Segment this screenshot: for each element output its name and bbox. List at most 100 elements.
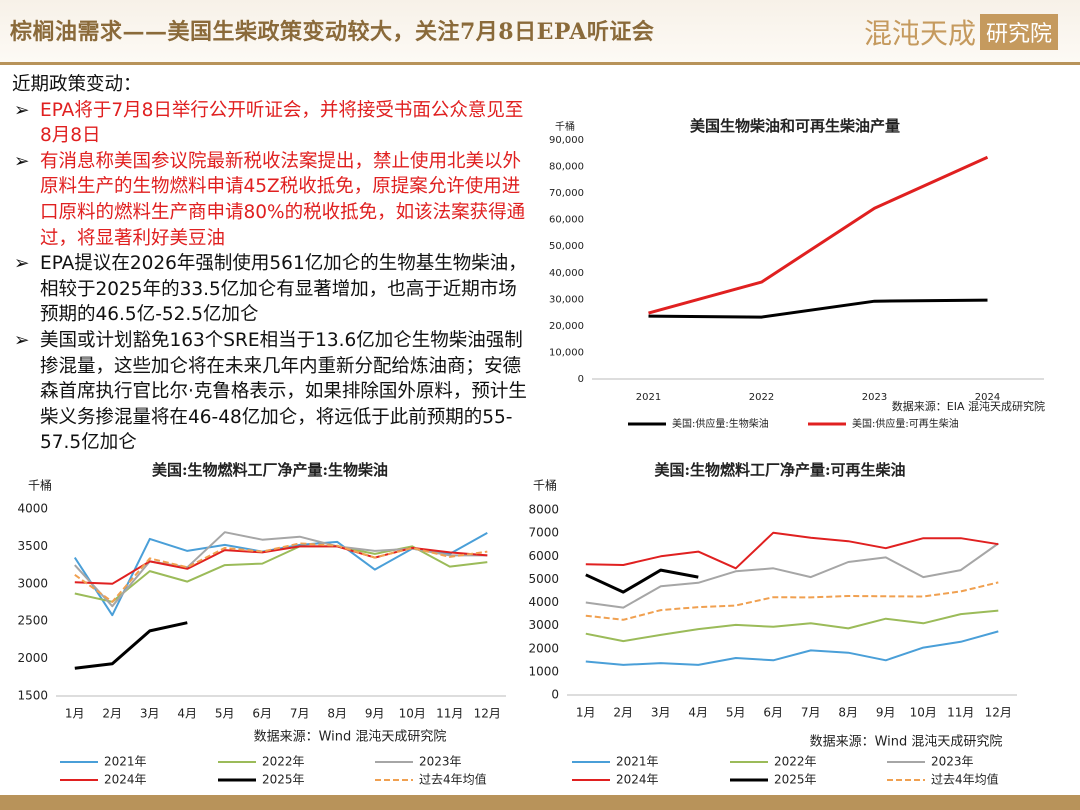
legend-label: 美国:供应量:生物柴油 <box>672 417 769 430</box>
x-tick-label: 2024 <box>975 392 1000 403</box>
y-tick-label: 5000 <box>528 572 559 586</box>
bullet: 美国或计划豁免163个SRE相当于13.6亿加仑生物柴油强制掺混量，这些加仑将在… <box>12 328 532 456</box>
bullet: EPA提议在2026年强制使用561亿加仑的生物基生物柴油，相较于2025年的3… <box>12 251 532 328</box>
legend-label: 2022年 <box>262 755 305 769</box>
series-line <box>585 581 999 621</box>
y-axis-label: 千桶 <box>555 120 575 133</box>
series-line <box>74 542 488 603</box>
x-tick-label: 9月 <box>876 706 896 720</box>
y-tick-label: 2000 <box>17 651 48 665</box>
y-tick-label: 2500 <box>17 614 48 628</box>
x-tick-label: 4月 <box>688 706 708 720</box>
legend-label: 过去4年均值 <box>931 772 999 787</box>
x-tick-label: 1月 <box>576 706 596 720</box>
x-tick-label: 3月 <box>140 707 160 721</box>
source-note: 数据来源：EIA 混沌天成研究院 <box>892 399 1045 413</box>
y-tick-label: 2000 <box>528 641 559 655</box>
chart-title: 美国生物柴油和可再生柴油产量 <box>690 117 900 135</box>
x-tick-label: 10月 <box>910 706 937 720</box>
logo-box: 研究院 <box>979 14 1058 50</box>
y-tick-label: 3000 <box>528 618 559 632</box>
x-tick-label: 5月 <box>215 707 235 721</box>
x-tick-label: 8月 <box>327 707 347 721</box>
logo-text: 混沌天成 <box>863 17 976 50</box>
x-tick-label: 2月 <box>613 706 633 720</box>
x-tick-label: 10月 <box>399 707 426 721</box>
x-tick-label: 2021 <box>636 392 661 403</box>
y-tick-label: 7000 <box>528 526 559 540</box>
y-axis-label: 千桶 <box>28 478 52 493</box>
x-tick-label: 2023 <box>862 392 887 403</box>
chart-title: 美国:生物燃料工厂净产量:可再生柴油 <box>654 461 905 479</box>
series-line <box>585 531 999 570</box>
legend-label: 2024年 <box>104 773 147 787</box>
x-tick-label: 6月 <box>252 707 272 721</box>
y-tick-label: 20,000 <box>549 321 584 332</box>
y-tick-label: 30,000 <box>549 294 584 305</box>
legend-label: 2023年 <box>419 755 462 769</box>
legend-label: 过去4年均值 <box>419 772 487 787</box>
x-tick-label: 12月 <box>474 707 501 721</box>
x-tick-label: 7月 <box>290 707 310 721</box>
series-line <box>74 621 188 670</box>
y-tick-label: 0 <box>578 374 584 385</box>
legend-label: 2021年 <box>616 755 659 769</box>
y-tick-label: 4000 <box>528 595 559 609</box>
heading: 近期政策变动： <box>12 74 142 95</box>
y-tick-label: 90,000 <box>549 135 584 146</box>
legend-label: 2021年 <box>104 755 147 769</box>
x-tick-label: 1月 <box>65 707 85 721</box>
y-tick-label: 60,000 <box>549 215 584 226</box>
source-note: 数据来源：Wind 混沌天成研究院 <box>254 730 447 745</box>
source-note: 数据来源：Wind 混沌天成研究院 <box>810 735 1003 750</box>
x-tick-label: 4月 <box>177 707 197 721</box>
y-tick-label: 8000 <box>528 503 559 517</box>
y-tick-label: 3500 <box>17 539 48 553</box>
legend-label: 2025年 <box>262 773 305 787</box>
legend-label: 2022年 <box>774 755 817 769</box>
legend-label: 2025年 <box>774 773 817 787</box>
slide-title: 棕榈油需求——美国生柴政策变动较大，关注7月8日EPA听证会 <box>10 19 655 45</box>
x-tick-label: 2022 <box>749 392 774 403</box>
legend-label: 2024年 <box>616 773 659 787</box>
x-tick-label: 9月 <box>365 707 385 721</box>
series-line <box>585 568 699 594</box>
y-tick-label: 1000 <box>528 664 559 678</box>
series-line <box>585 609 999 643</box>
x-tick-label: 6月 <box>763 706 783 720</box>
bullet: EPA将于7月8日举行公开听证会，并将接受书面公众意见至8月8日 <box>12 98 532 149</box>
x-tick-label: 7月 <box>801 706 821 720</box>
y-tick-label: 1500 <box>17 689 48 703</box>
text-block: 近期政策变动： EPA将于7月8日举行公开听证会，并将接受书面公众意见至8月8日… <box>12 72 532 456</box>
legend-label: 2023年 <box>931 755 974 769</box>
x-tick-label: 8月 <box>838 706 858 720</box>
series-line <box>585 630 999 666</box>
x-tick-label: 11月 <box>947 706 974 720</box>
x-tick-label: 12月 <box>985 706 1012 720</box>
y-tick-label: 3000 <box>17 576 48 590</box>
y-tick-label: 4000 <box>17 502 48 516</box>
y-tick-label: 40,000 <box>549 268 584 279</box>
y-tick-label: 0 <box>551 688 559 702</box>
x-tick-label: 5月 <box>726 706 746 720</box>
header: 棕榈油需求——美国生柴政策变动较大，关注7月8日EPA听证会 混沌天成 研究院 <box>0 0 1080 65</box>
series-line <box>648 298 988 319</box>
x-tick-label: 11月 <box>436 707 463 721</box>
y-tick-label: 80,000 <box>549 162 584 173</box>
chart-title: 美国:生物燃料工厂净产量:生物柴油 <box>152 461 388 479</box>
series-line <box>648 155 989 315</box>
y-tick-label: 10,000 <box>549 347 584 358</box>
x-tick-label: 2月 <box>102 707 122 721</box>
y-tick-label: 50,000 <box>549 241 584 252</box>
legend-label: 美国:供应量:可再生柴油 <box>852 417 959 430</box>
y-tick-label: 70,000 <box>549 188 584 199</box>
x-tick-label: 3月 <box>651 706 671 720</box>
y-axis-label: 千桶 <box>533 478 557 493</box>
footer-bar <box>0 795 1080 810</box>
y-tick-label: 6000 <box>528 549 559 563</box>
logo: 混沌天成 研究院 <box>864 12 1058 52</box>
bullet: 有消息称美国参议院最新税收法案提出，禁止使用北美以外原料生产的生物燃料申请45Z… <box>12 149 532 251</box>
series-line <box>585 542 999 609</box>
